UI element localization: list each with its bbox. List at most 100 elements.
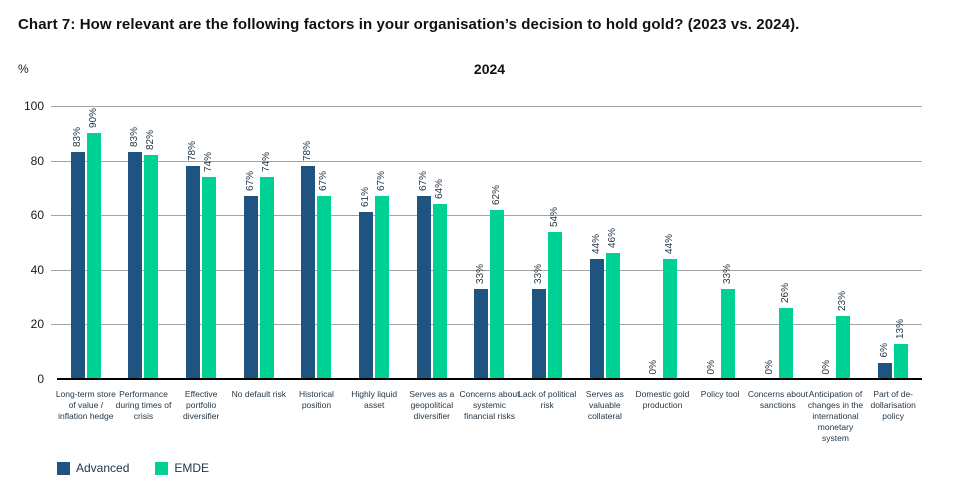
category-label: Effective portfolio diversifier xyxy=(182,389,220,422)
bar-advanced-8: 33% xyxy=(532,264,547,379)
gridline xyxy=(51,215,922,217)
gridline xyxy=(51,106,922,107)
bar-value-label: 67% xyxy=(417,171,429,192)
bar-advanced-7: 33% xyxy=(474,264,489,379)
category-label: Part of de-dollarisation policy xyxy=(870,389,916,422)
bar-advanced-6: 67% xyxy=(416,171,431,379)
bar-emde-9: 46% xyxy=(605,228,620,379)
y-tick-label: 40 xyxy=(30,262,44,277)
category-label: No default risk xyxy=(231,389,286,399)
bar-value-label: 46% xyxy=(606,228,618,249)
bar-value-label: 54% xyxy=(549,206,561,227)
y-tick-label: 100 xyxy=(23,99,44,113)
bar-value-label: 33% xyxy=(533,263,545,284)
bar-value-label: 74% xyxy=(203,151,215,172)
bar-value-label: 0% xyxy=(648,359,660,374)
bar-value-label: 61% xyxy=(360,187,372,208)
bar-advanced-9: 44% xyxy=(589,234,604,379)
bar-value-label: 67% xyxy=(244,171,256,192)
bar-advanced-4: 78% xyxy=(301,141,316,379)
bar-advanced-2: 78% xyxy=(186,141,201,379)
bar-emde-7: 62% xyxy=(490,185,505,379)
bar-value-label: 83% xyxy=(129,127,141,148)
category-label: Long-term store of value / inflation hed… xyxy=(55,389,116,422)
y-tick-label: 60 xyxy=(30,208,44,223)
bar-emde-5: 67% xyxy=(375,171,390,379)
bar-emde-3: 74% xyxy=(259,152,274,379)
bar-emde-12: 26% xyxy=(778,283,793,379)
legend-label: EMDE xyxy=(174,461,210,475)
bar-group: 67% 64% xyxy=(403,106,461,379)
bar-advanced-14: 6% xyxy=(878,343,893,379)
bar-value-label: 13% xyxy=(895,318,907,339)
bar-value-label: 44% xyxy=(664,233,676,254)
y-tick-label: 80 xyxy=(30,153,44,168)
bar-group: 78% 74% xyxy=(172,106,230,379)
bar-value-label: 82% xyxy=(145,130,157,151)
category-label: Serves as valuable collateral xyxy=(585,389,624,422)
bar-group: 0% 23% xyxy=(807,106,865,379)
bar-emde-2: 74% xyxy=(202,152,217,379)
category-label: Highly liquid asset xyxy=(351,389,398,411)
bar-value-label: 64% xyxy=(433,179,445,200)
bar-emde-14: 13% xyxy=(894,319,909,379)
bar-value-label: 44% xyxy=(590,233,602,254)
bar-group: 0% 33% xyxy=(691,106,749,379)
bar-value-label: 78% xyxy=(187,141,199,162)
bar-group: 33% 62% xyxy=(461,106,519,379)
category-label: Serves as a geopolitical diversifier xyxy=(409,389,455,422)
bar-group: 44% 46% xyxy=(576,106,634,379)
y-axis-unit-label: % xyxy=(18,62,29,76)
legend-item-emde: EMDE xyxy=(155,461,209,475)
x-axis-line xyxy=(57,378,922,380)
bar-group: 83% 82% xyxy=(115,106,173,379)
y-tick-label: 0 xyxy=(37,372,44,386)
bar-value-label: 67% xyxy=(376,171,388,192)
bar-emde-8: 54% xyxy=(548,207,563,379)
bar-value-label: 6% xyxy=(879,343,891,358)
legend-label: Advanced xyxy=(76,461,130,475)
category-label: Historical position xyxy=(299,389,334,411)
bar-emde-0: 90% xyxy=(86,108,101,379)
category-label: Lack of political risk xyxy=(518,389,577,411)
legend: Advanced EMDE xyxy=(57,461,209,475)
bar-emde-10: 44% xyxy=(663,234,678,379)
chart-title: Chart 7: How relevant are the following … xyxy=(18,16,800,33)
category-label: Concerns about sanctions xyxy=(747,389,808,411)
bar-value-label: 0% xyxy=(821,359,833,374)
category-label: Concerns about systemic financial risks xyxy=(459,389,520,422)
category-label: Anticipation of changes in the internati… xyxy=(807,389,864,444)
bar-advanced-1: 83% xyxy=(128,127,143,379)
bar-advanced-3: 67% xyxy=(243,171,258,379)
bar-value-label: 23% xyxy=(837,291,849,312)
category-label: Domestic gold production xyxy=(635,389,690,411)
bar-emde-13: 23% xyxy=(836,291,851,379)
legend-item-advanced: Advanced xyxy=(57,461,129,475)
chart-subtitle: 2024 xyxy=(473,61,506,77)
bar-group: 6% 13% xyxy=(864,106,922,379)
bar-group: 61% 67% xyxy=(345,106,403,379)
bar-emde-1: 82% xyxy=(144,130,159,379)
bar-value-label: 62% xyxy=(491,184,503,205)
legend-swatch-advanced xyxy=(57,461,70,475)
bar-value-label: 0% xyxy=(763,359,775,374)
category-label: Performance during times of crisis xyxy=(115,389,172,422)
legend-swatch-emde xyxy=(155,461,169,475)
bar-value-label: 90% xyxy=(87,108,99,129)
bar-value-label: 83% xyxy=(71,127,83,148)
bar-value-label: 33% xyxy=(475,263,487,284)
bar-group: 83% 90% xyxy=(57,106,115,379)
plot-area: 83% 90% 83% 82% 78% 74% 67% 74% 78% 67% 61% 67% 67% 6… xyxy=(51,106,922,380)
bar-emde-4: 67% xyxy=(317,171,332,379)
bar-group: 0% 44% xyxy=(634,106,692,379)
bar-value-label: 33% xyxy=(722,263,734,284)
bar-advanced-0: 83% xyxy=(70,127,85,379)
bar-group: 33% 54% xyxy=(518,106,576,379)
bar-group: 67% 74% xyxy=(230,106,288,379)
bar-value-label: 74% xyxy=(260,151,272,172)
gridline xyxy=(51,160,922,162)
bar-value-label: 26% xyxy=(779,283,791,304)
bar-emde-11: 33% xyxy=(721,264,736,379)
bar-value-label: 0% xyxy=(706,359,718,374)
y-tick-label: 20 xyxy=(30,317,44,332)
